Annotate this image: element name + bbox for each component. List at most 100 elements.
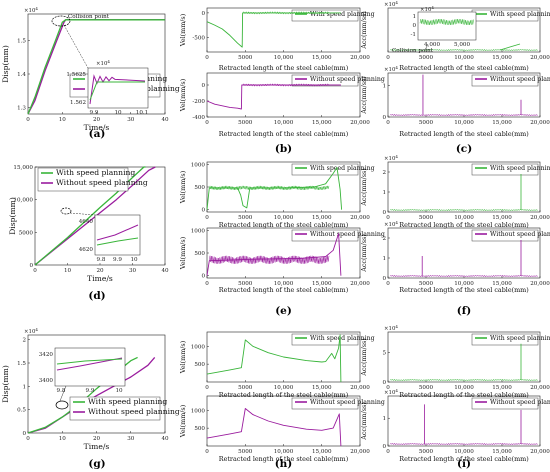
chart-g-y-exponent: ×104 [24,327,38,335]
chart-d-zoom-line [69,212,96,216]
chart-c-top-spike [499,43,521,51]
chart-c-bottom-x-ticklabel: 0 [386,120,390,126]
chart-b-bottom-y-ticklabel: -400 [192,115,205,121]
chart-g-y-ticklabel: 1 [22,384,26,390]
chart-e-top-legend-label: With speed planning [310,165,375,172]
chart-a-inset-x-ticklabel: 10 [114,110,122,116]
chart-h-top-x-ticklabel: 15,000 [312,385,332,391]
chart-h-bottom-series [206,408,342,447]
chart-h-top-x-ticklabel: 20,000 [350,385,370,391]
chart-e-top-x-ticklabel: 15,000 [312,215,332,221]
chart-i-top-y-ticklabel: 5 [382,351,386,357]
chart-d-y-ticklabel: 0 [29,263,33,269]
chart-c-bottom-xlabel: Retracted length of the steel cable(mm) [399,130,528,138]
chart-h-bottom-legend-label: Without speed planning [310,399,385,406]
chart-f-bottom-x-ticklabel: 0 [386,281,390,287]
chart-e-bottom-ylabel: Vel(mm/s) [179,237,187,270]
chart-g-ylabel: Disp(mm) [1,365,10,403]
chart-a-y-ticklabel: 1.3 [17,105,26,111]
chart-c-bottom-baseline [389,113,538,117]
chart-a-inset-series-without [89,74,146,105]
chart-h-bottom-y-ticklabel: 1000 [191,408,206,414]
chart-c-inset-y-ticklabel: -1 [411,32,416,38]
chart-g-x-ticklabel: 0 [26,436,30,442]
chart-a-ylabel: Disp(mm) [1,45,10,83]
chart-a-y-ticklabel: 1.5 [17,39,26,45]
chart-b-bottom-xlabel: Retracted length of the steel cable(mm) [219,130,348,138]
chart-c-top-x-ticklabel: 0 [386,55,390,61]
chart-i-bottom-x-ticklabel: 10,000 [454,449,474,455]
chart-c-inset-y-ticklabel: 1 [412,14,416,20]
chart-f-bottom-x-ticklabel: 15,000 [492,281,512,287]
chart-f-bottom-x-ticklabel: 20,000 [530,281,550,287]
chart-a-zoom-line [63,24,89,69]
chart-h-top-ylabel: Vel(mm/s) [179,341,187,374]
chart-e-top-x-ticklabel: 10,000 [274,215,294,221]
chart-b-top-x-ticklabel: 5000 [238,55,253,61]
chart-c-bottom-x-ticklabel: 15,000 [492,120,512,126]
chart-d-inset-frame [94,214,141,256]
chart-g-zoom-marker [55,400,69,410]
chart-i-bottom-ylabel: Acc(mm/ss) [360,402,368,441]
chart-d-y-ticklabel: 5000 [19,230,34,236]
chart-e-top-legend [291,163,359,176]
chart-c-bottom-y-ticklabel: 0 [382,115,386,121]
chart-c-caption: (c) [456,143,472,155]
chart-h-bottom-ylabel: Vel(mm/s) [179,405,187,438]
chart-b-bottom-y-ticklabel: -200 [192,99,205,105]
chart-c-annotation: Collision point [392,48,434,54]
chart-d-ylabel: Disp(mm) [8,197,17,235]
chart-f-top-x-ticklabel: 0 [386,215,390,221]
chart-g-x-ticklabel: 30 [127,436,135,442]
chart-g-inset-y-ticklabel: 3420 [39,352,54,358]
chart-g-y-ticklabel: 0 [22,431,26,437]
chart-f-top-legend [471,163,539,176]
chart-d-zoom-marker [60,207,72,215]
chart-i-top-y-ticklabel: 0 [382,380,386,386]
chart-i-caption: (i) [457,458,471,470]
chart-i-top-x-ticklabel: 0 [386,385,390,391]
chart-e-top-ylabel: Vel(mm/s) [179,171,187,204]
chart-h-top-y-ticklabel: 500 [194,362,205,368]
chart-g-inset-series-with [56,358,123,365]
chart-g-x-ticklabel: 20 [93,436,101,442]
chart-d-inset-y-ticklabel: 4620 [79,247,94,253]
chart-i-top-legend [471,333,539,346]
chart-e-bottom-y-ticklabel: 0 [201,274,205,280]
chart-d-legend [37,167,129,192]
chart-d-x-ticklabel: 40 [161,268,169,274]
chart-d-inset-series-with [96,237,139,246]
chart-b-bottom-series [206,84,341,110]
chart-d-inset-y-ticklabel: 4640 [79,219,94,225]
chart-a-y-ticklabel: 1.4 [17,72,26,78]
chart-a-inset-x-ticklabel: 9.9 [90,110,99,116]
chart-b-bottom-fluctuation [242,83,330,87]
chart-c-annotation-pointer [424,43,429,51]
chart-b-top-x-ticklabel: 20,000 [350,55,370,61]
chart-i-top-x-ticklabel: 15,000 [492,385,512,391]
chart-d-legend-label: With speed planning [56,168,135,177]
chart-c-bottom-y-ticklabel: 1 [382,84,386,90]
chart-d-caption: (d) [88,290,105,302]
chart-g-x-ticklabel: 10 [59,436,67,442]
chart-f-top-x-ticklabel: 15,000 [492,215,512,221]
chart-f-top-ylabel: Acc(mm/ss) [360,168,368,207]
chart-a-collision-marker [51,15,71,27]
chart-g-inset-frame [54,347,126,387]
chart-f-bottom-baseline [389,274,538,278]
chart-i-bottom-x-ticklabel: 15,000 [492,449,512,455]
chart-e-top-xlabel: Retracted length of the steel cable(mm) [219,221,348,229]
chart-h-top-series [206,334,342,383]
chart-i-bottom-x-ticklabel: 5000 [419,449,434,455]
chart-d-x-ticklabel: 0 [33,268,37,274]
chart-b-top-ylabel: Vel(mm/s) [179,14,187,47]
chart-i-top-x-ticklabel: 20,000 [530,385,550,391]
chart-c-top-y-exponent: ×104 [384,0,398,8]
chart-c-inset-frame [417,11,477,41]
chart-a-series-with [27,19,165,115]
chart-c-bottom-x-ticklabel: 5000 [419,120,434,126]
chart-i-top-xlabel: Retracted length of the steel cable(mm) [399,391,528,399]
chart-b-top-x-ticklabel: 10,000 [274,55,294,61]
chart-a-inset-y-ticklabel: 1.5625 [66,72,86,78]
chart-a-inset-y-ticklabel: 1.562 [70,100,86,106]
